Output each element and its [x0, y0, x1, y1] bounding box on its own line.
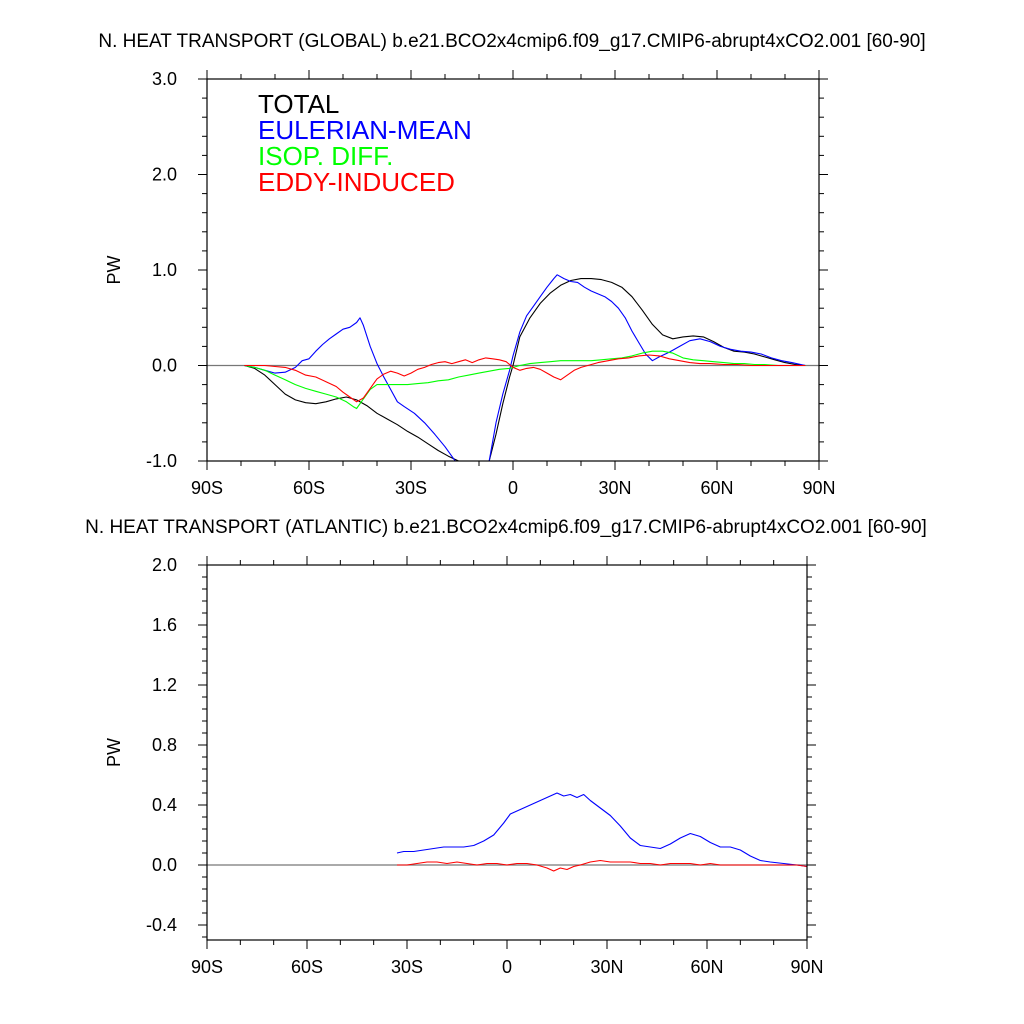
- global-series-line-3: [244, 354, 806, 403]
- atlantic-series-line-0: [396, 792, 807, 868]
- global-x-tick-label: 90S: [191, 478, 223, 498]
- atlantic-x-tick-label: 60S: [291, 957, 323, 977]
- global-series-line-2: [244, 350, 806, 410]
- global-x-tick-label: 0: [508, 478, 518, 498]
- global-x-tick-label: 60N: [700, 478, 733, 498]
- atlantic-x-tick-label: 90S: [191, 957, 223, 977]
- atlantic-x-tick-label: 30S: [391, 957, 423, 977]
- global-y-tick-label: 3.0: [152, 69, 177, 89]
- global-legend-entry-0: TOTAL: [258, 89, 339, 119]
- global-x-tick-label: 30N: [598, 478, 631, 498]
- atlantic-y-tick-label: 1.6: [152, 615, 177, 635]
- global-legend-entry-3: EDDY-INDUCED: [258, 167, 455, 197]
- atlantic-x-tick-label: 0: [502, 957, 512, 977]
- atlantic-y-tick-label: 0.8: [152, 735, 177, 755]
- atlantic-x-tick-label: 60N: [690, 957, 723, 977]
- chart-atlantic: N. HEAT TRANSPORT (ATLANTIC) b.e21.BCO2x…: [85, 517, 927, 977]
- global-y-tick-label: 1.0: [152, 260, 177, 280]
- atlantic-y-tick-label: 2.0: [152, 555, 177, 575]
- global-y-tick-label: 0.0: [152, 356, 177, 376]
- atlantic-series-line-1: [397, 859, 807, 872]
- global-x-tick-label: 60S: [293, 478, 325, 498]
- global-series-line-0: [244, 278, 806, 461]
- global-legend-entry-2: ISOP. DIFF.: [258, 141, 393, 171]
- atlantic-y-tick-label: 0.0: [152, 855, 177, 875]
- atlantic-x-tick-label: 90N: [790, 957, 823, 977]
- global-x-tick-label: 30S: [395, 478, 427, 498]
- global-series-line-1: [244, 274, 806, 461]
- atlantic-chart-title: N. HEAT TRANSPORT (ATLANTIC) b.e21.BCO2x…: [85, 517, 927, 538]
- global-y-tick-label: 2.0: [152, 165, 177, 185]
- atlantic-y-tick-label: 0.4: [152, 795, 177, 815]
- atlantic-plot-frame: [206, 564, 808, 941]
- chart-global: N. HEAT TRANSPORT (GLOBAL) b.e21.BCO2x4c…: [98, 31, 925, 498]
- global-legend-entry-1: EULERIAN-MEAN: [258, 115, 472, 145]
- atlantic-y-tick-label: -0.4: [146, 915, 177, 935]
- global-y-tick-label: -1.0: [146, 451, 177, 471]
- atlantic-y-axis-label: PW: [104, 738, 124, 767]
- atlantic-x-tick-label: 30N: [590, 957, 623, 977]
- atlantic-y-tick-label: 1.2: [152, 675, 177, 695]
- global-x-tick-label: 90N: [802, 478, 835, 498]
- global-y-axis-label: PW: [104, 255, 124, 284]
- global-chart-title: N. HEAT TRANSPORT (GLOBAL) b.e21.BCO2x4c…: [98, 31, 925, 52]
